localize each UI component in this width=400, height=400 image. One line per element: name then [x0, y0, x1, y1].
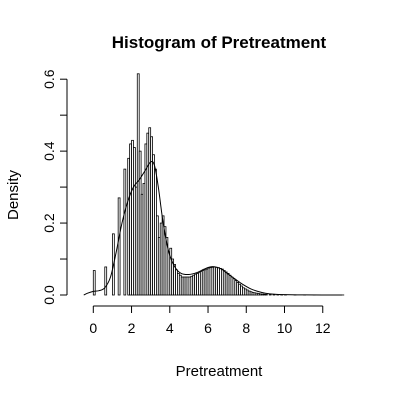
y-axis-label: Density — [5, 169, 22, 220]
histogram-bar — [104, 266, 108, 296]
y-tick-label: 0.0 — [41, 285, 57, 305]
y-axis: 0.0 0.2 0.4 0.6 — [41, 69, 68, 305]
x-tick-label: 12 — [315, 320, 331, 336]
chart-title: Histogram of Pretreatment — [112, 33, 327, 52]
y-tick-label: 0.4 — [41, 141, 57, 161]
x-axis: 0 2 4 6 8 10 12 — [89, 305, 331, 336]
x-tick-label: 4 — [166, 320, 174, 336]
x-axis-label: Pretreatment — [176, 363, 264, 380]
x-tick-label: 2 — [128, 320, 136, 336]
histogram-bar — [264, 294, 268, 296]
histogram-bar — [123, 168, 127, 296]
histogram-bars — [92, 73, 345, 296]
density-curve — [83, 161, 342, 296]
y-tick-label: 0.6 — [41, 69, 57, 89]
histogram-bar — [117, 197, 121, 296]
histogram-bar — [92, 270, 96, 296]
x-tick-label: 10 — [277, 320, 293, 336]
y-tick-label: 0.2 — [41, 213, 57, 233]
x-tick-label: 0 — [89, 320, 97, 336]
x-tick-label: 8 — [242, 320, 250, 336]
x-tick-label: 6 — [204, 320, 212, 336]
